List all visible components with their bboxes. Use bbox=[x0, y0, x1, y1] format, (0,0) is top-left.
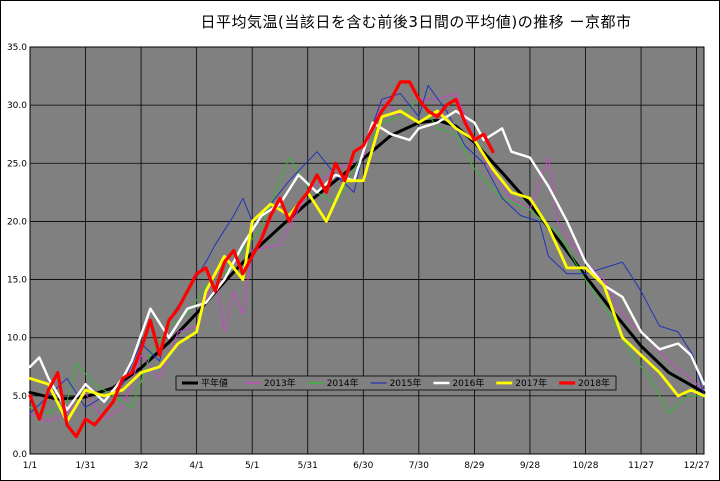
x-axis-ticks: 1/1 1/31 3/2 4/1 5/1 5/31 6/30 7/30 8/29 9/28 10/2… bbox=[23, 461, 710, 471]
series-line-0 bbox=[28, 118, 706, 401]
x-tick-label: 12/27 bbox=[684, 461, 710, 471]
x-tick-label: 1/1 bbox=[23, 461, 37, 471]
x-tick-label: 4/1 bbox=[189, 461, 203, 471]
legend-label-0: 平年値 bbox=[201, 377, 228, 389]
y-tick-label: 25.0 bbox=[7, 159, 27, 169]
y-axis-ticks: 0.0 5.0 10.0 15.0 20.0 25.0 30.0 35.0 bbox=[7, 43, 27, 460]
legend-label-4: 2016年 bbox=[452, 377, 484, 389]
y-tick-label: 10.0 bbox=[7, 334, 27, 344]
series-lines bbox=[28, 80, 706, 439]
y-tick-label: 30.0 bbox=[7, 101, 27, 111]
y-tick-label: 20.0 bbox=[7, 217, 27, 227]
legend-label-2: 2014年 bbox=[327, 377, 359, 389]
plot-area bbox=[29, 46, 705, 455]
y-tick-label: 5.0 bbox=[13, 392, 28, 402]
legend-label-1: 2013年 bbox=[264, 377, 296, 389]
y-tick-label: 35.0 bbox=[7, 43, 27, 53]
legend-label-3: 2015年 bbox=[390, 377, 422, 389]
y-tick-label: 0.0 bbox=[13, 450, 28, 460]
series-line-4 bbox=[28, 109, 706, 411]
x-tick-label: 5/1 bbox=[245, 461, 259, 471]
legend-label-6: 2018年 bbox=[578, 377, 610, 389]
legend: 平年値 2013年 2014年 2015年 2016年 2017年 2018年 bbox=[175, 375, 617, 391]
series-line-5 bbox=[28, 109, 706, 423]
x-tick-label: 10/28 bbox=[573, 461, 599, 471]
x-tick-label: 6/30 bbox=[353, 461, 373, 471]
series-line-6 bbox=[28, 80, 495, 439]
x-tick-label: 11/27 bbox=[628, 461, 654, 471]
x-tick-label: 8/29 bbox=[464, 461, 484, 471]
chart-title: 日平均気温(当該日を含む前後3日間の平均値)の推移 ー京都市 bbox=[200, 13, 632, 31]
plot-background bbox=[29, 46, 705, 455]
x-tick-label: 1/31 bbox=[75, 461, 95, 471]
legend-box bbox=[175, 375, 617, 391]
legend-label-5: 2017年 bbox=[515, 377, 547, 389]
x-tick-label: 9/28 bbox=[520, 461, 540, 471]
x-tick-label: 5/31 bbox=[298, 461, 318, 471]
x-tick-label: 3/2 bbox=[134, 461, 148, 471]
y-tick-label: 15.0 bbox=[7, 276, 27, 286]
series-line-2 bbox=[29, 98, 705, 414]
x-tick-label: 7/30 bbox=[409, 461, 429, 471]
